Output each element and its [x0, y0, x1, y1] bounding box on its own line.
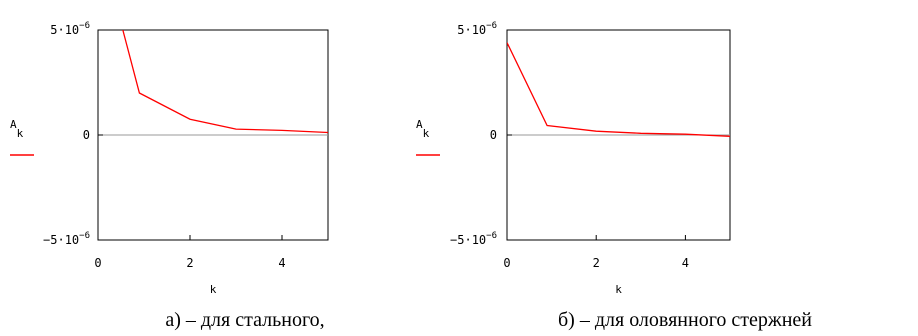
y-axis-label-main: A	[10, 118, 17, 131]
y-tick-exponent: −6	[79, 231, 90, 241]
y-tick-label: 5·10−6	[50, 21, 90, 37]
y-tick-label: −5·10−6	[43, 231, 90, 247]
x-tick-label: 4	[682, 256, 689, 270]
series-line-1	[507, 42, 730, 137]
y-tick-label: −5·10−6	[450, 231, 497, 247]
y-axis-label-main: A	[416, 118, 423, 131]
x-tick-label: 4	[278, 256, 285, 270]
y-tick-label: 0	[490, 128, 497, 142]
x-axis-label: k	[210, 283, 217, 296]
y-tick-base: 5·10	[50, 23, 79, 37]
y-tick-base: 5·10	[457, 23, 486, 37]
y-axis-label-sub: k	[423, 127, 430, 140]
panel-caption: а) – для стального,	[165, 309, 324, 331]
x-axis-label: k	[615, 283, 622, 296]
y-tick-base: −5·10	[43, 233, 79, 247]
y-axis-label-sub: k	[17, 127, 24, 140]
y-tick-exponent: −6	[486, 21, 497, 31]
y-tick-exponent: −6	[486, 231, 497, 241]
y-axis-label: Ak	[416, 118, 430, 140]
x-tick-label: 0	[503, 256, 510, 270]
y-tick-base: −5·10	[450, 233, 486, 247]
y-tick-exponent: −6	[79, 21, 90, 31]
x-tick-label: 2	[593, 256, 600, 270]
y-tick-label: 0	[83, 128, 90, 142]
x-tick-label: 2	[186, 256, 193, 270]
panel-caption: б) – для оловянного стержней	[558, 309, 812, 331]
series-line-1	[122, 30, 328, 134]
x-tick-label: 0	[94, 256, 101, 270]
y-axis-label: Ak	[10, 118, 24, 140]
y-tick-label: 5·10−6	[457, 21, 497, 37]
